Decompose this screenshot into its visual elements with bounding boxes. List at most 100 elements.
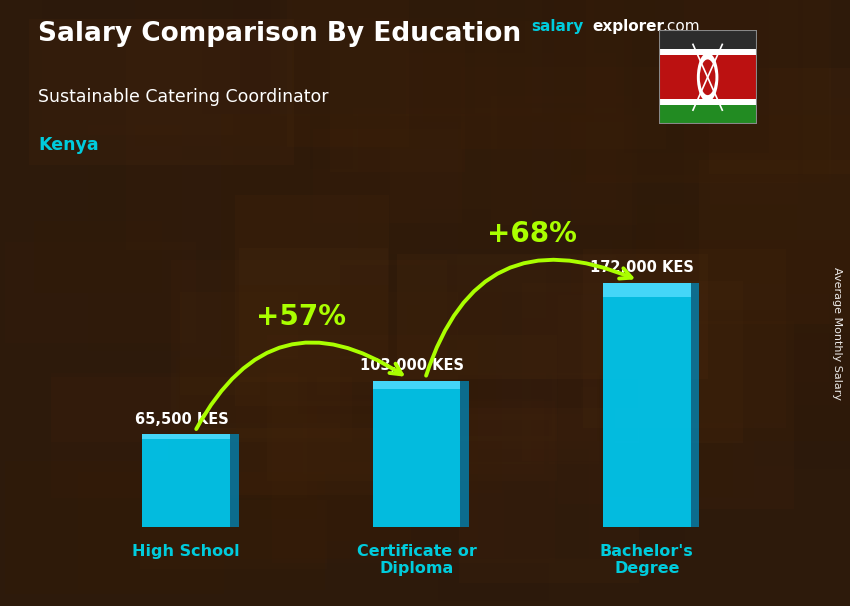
Bar [638,321,794,509]
Bar [603,283,690,527]
Bar [230,435,239,527]
Bar [710,68,850,174]
Bar [450,318,552,436]
Bar [702,0,850,110]
Bar [624,0,769,153]
Bar [387,441,685,559]
Bar [571,115,850,294]
Bar [270,0,542,116]
Text: Kenya: Kenya [38,136,99,155]
Bar [260,340,479,541]
Text: Salary Comparison By Education: Salary Comparison By Education [38,21,521,47]
Bar [5,461,224,594]
Bar [235,195,389,406]
Bar [654,204,829,382]
Bar [558,295,644,504]
Bar [179,359,457,422]
Bar [497,0,803,175]
Text: 172,000 KES: 172,000 KES [590,261,694,276]
Bar [655,405,850,466]
Bar [33,221,162,293]
Bar [397,254,708,379]
Bar [683,0,797,204]
Bar [140,499,326,570]
Bar [239,248,388,382]
Bar [603,283,690,297]
Bar [292,0,594,148]
Bar [597,310,850,441]
Bar [373,381,460,389]
Bar [554,0,829,182]
Bar [313,128,462,223]
Text: +68%: +68% [487,219,576,248]
Bar [172,260,447,438]
Bar [373,381,460,527]
Bar [42,30,240,135]
Text: salary: salary [531,19,584,35]
Bar [439,373,599,464]
Bar [659,105,756,124]
Text: Average Monthly Salary: Average Monthly Salary [832,267,842,400]
Ellipse shape [697,53,718,102]
Text: +57%: +57% [257,304,346,331]
Bar [5,242,196,343]
Bar [615,281,743,443]
Bar [143,435,230,439]
Bar [461,67,666,149]
Bar [456,255,616,375]
Bar [272,401,555,563]
Bar [52,377,352,442]
Bar [438,420,549,601]
Bar [359,18,532,249]
Bar [135,0,357,146]
Bar [339,265,650,462]
Bar [235,285,502,493]
Bar [546,223,683,387]
Bar [531,311,754,498]
Bar [491,96,637,225]
Bar [721,333,850,468]
Bar [602,402,733,497]
Bar [88,125,182,351]
Bar [267,335,557,481]
Bar [586,0,830,183]
Bar [221,115,420,356]
Bar [560,0,850,122]
Bar [286,0,409,147]
Bar [612,239,850,423]
Text: Sustainable Catering Coordinator: Sustainable Catering Coordinator [38,88,329,106]
Bar [233,0,353,169]
Bar [659,30,756,49]
Bar [271,490,504,558]
Text: .com: .com [662,19,700,35]
Bar [460,381,469,527]
Bar [583,249,786,428]
Bar [699,160,850,324]
Text: 65,500 KES: 65,500 KES [134,411,229,427]
Bar [690,283,700,527]
Bar [659,49,756,55]
Bar [636,205,796,284]
Bar [522,284,613,461]
Bar [198,428,379,496]
Bar [407,305,496,407]
Bar [423,0,655,122]
Text: explorer: explorer [592,19,665,35]
Bar [168,429,411,559]
Bar [78,472,326,590]
Bar [202,0,475,114]
Bar [459,408,639,582]
Bar [126,19,309,250]
Bar [177,358,317,519]
Bar [331,37,465,172]
Bar [411,449,589,558]
Bar [42,0,280,160]
Bar [389,21,632,254]
Bar [51,373,307,498]
Bar [303,399,544,474]
Bar [309,0,640,108]
Bar [524,0,741,104]
Bar [405,53,616,209]
Bar [298,292,581,415]
Ellipse shape [700,59,716,95]
